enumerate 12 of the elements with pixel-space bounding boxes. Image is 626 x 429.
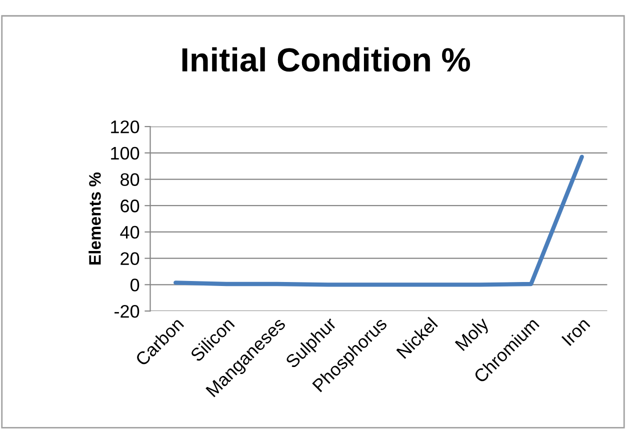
chart-title: Initial Condition % xyxy=(182,47,470,72)
y-tick-label: -20 xyxy=(114,304,140,318)
line-series xyxy=(174,154,584,287)
y-tick-label: 20 xyxy=(120,252,140,266)
y-tick-label: 0 xyxy=(130,278,140,292)
y-tick-label: 100 xyxy=(111,146,140,160)
y-axis-title: Elements % xyxy=(88,172,101,264)
y-tick-label: 40 xyxy=(120,226,140,239)
x-tick-label: Iron xyxy=(561,317,590,346)
y-tick-label: 60 xyxy=(120,200,140,212)
y-tick-label: 80 xyxy=(120,173,140,186)
y-tick-label: 120 xyxy=(111,120,140,134)
